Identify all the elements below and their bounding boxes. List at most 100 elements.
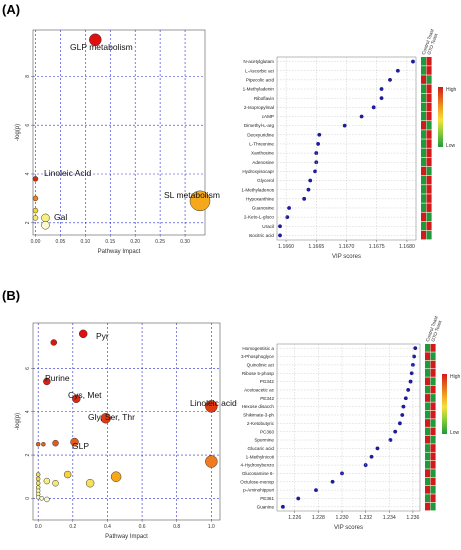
- heatmap-cell: [430, 469, 436, 477]
- heatmap-cell: [421, 121, 427, 130]
- x-tick-label: 0.4: [104, 524, 111, 530]
- annotation-label: Pyr: [96, 331, 109, 341]
- heatmap-cell: [426, 66, 432, 75]
- metabolite-label: Homogentisic a: [242, 346, 274, 351]
- vip-point: [400, 413, 405, 417]
- x-tick-label: 1.1680: [399, 244, 415, 250]
- vip-point: [403, 396, 408, 401]
- heatmap-cell: [426, 93, 432, 103]
- vip-point: [408, 379, 413, 384]
- heatmap-cell: [426, 130, 432, 139]
- heatmap-cell: [426, 203, 432, 212]
- heatmap-cell: [430, 427, 436, 436]
- heatmap-cell: [426, 57, 432, 66]
- metabolite-label: L-Threonine: [249, 142, 274, 147]
- x-tick-label: 1.226: [288, 515, 301, 521]
- vip-point: [393, 429, 398, 434]
- annotation-label: SL metabolism: [164, 190, 220, 200]
- heatmap-cell: [426, 148, 432, 158]
- data-point: [100, 413, 111, 424]
- metabolite-label: N-acetylglutam: [243, 59, 274, 64]
- annotation-label: Linoleic acid: [190, 398, 237, 408]
- heatmap-cell: [421, 148, 427, 158]
- heatmap-cell: [425, 460, 431, 469]
- metabolite-label: L-Ascorbic aci: [245, 68, 274, 73]
- data-point: [70, 437, 79, 447]
- metabolite-label: Isocitric acid: [249, 233, 275, 238]
- color-legend-bar: [438, 87, 443, 147]
- vip-point: [316, 142, 320, 146]
- y-axis-title: -log(p): [15, 124, 21, 141]
- vip-point: [330, 479, 335, 484]
- vip-point: [379, 87, 384, 91]
- heatmap-cell: [430, 369, 436, 377]
- metabolite-label: Spermine: [254, 438, 274, 443]
- heatmap-cell: [421, 157, 427, 167]
- metabolite-label: 1-Methylnicoti: [246, 454, 274, 459]
- x-tick-label: 1.228: [312, 515, 325, 521]
- data-point: [35, 480, 41, 486]
- metabolite-label: Glucosamine 6-: [242, 471, 275, 476]
- vip-point: [342, 123, 347, 128]
- heatmap-cell: [426, 102, 432, 112]
- data-point: [32, 176, 39, 182]
- heatmap-cell: [425, 377, 431, 386]
- x-axis-title: VIP scores: [332, 254, 361, 260]
- metabolite-label: Uracil: [262, 224, 274, 229]
- vip-point: [314, 488, 318, 493]
- heatmap-cell: [421, 175, 427, 185]
- data-point: [205, 455, 218, 468]
- data-point: [35, 476, 41, 482]
- metabolite-label: Ribose 5-phosp: [242, 371, 275, 376]
- vip-point: [359, 114, 364, 119]
- y-tick-label: 4: [25, 172, 31, 175]
- data-point: [35, 472, 41, 477]
- vip-plot-b: Homogentisic a 3-Phosphoglyce Quinolinic a…: [240, 315, 460, 531]
- vip-point: [302, 196, 307, 201]
- color-legend-bar: [442, 374, 447, 434]
- vip-point: [371, 105, 376, 110]
- pathway-plot-a: 0.00 0.05 0.10 0.15 0.20 0.25 0.30 2 4 6 8 GLP meta…: [15, 29, 220, 255]
- x-tick-label: 0.8: [173, 524, 180, 530]
- metabolite-label: Hydroxyisocapr: [242, 169, 274, 174]
- y-tick-label: 8: [25, 75, 31, 78]
- x-axis-title: Pathway Impact: [98, 249, 141, 255]
- heatmap-cell: [430, 360, 436, 369]
- heatmap-cell: [421, 93, 427, 103]
- heatmap-cell: [425, 485, 431, 494]
- vip-point: [413, 346, 418, 351]
- metabolite-label: Riboflavin: [254, 96, 275, 101]
- heatmap-cell: [425, 444, 431, 452]
- vip-point: [306, 187, 311, 192]
- metabolite-label: Glucaric acid: [247, 446, 274, 451]
- metabolite-label: 2-Ketobutyric: [247, 421, 275, 426]
- x-tick-label: 0.00: [31, 239, 41, 245]
- heatmap-cell: [430, 435, 436, 444]
- heatmap-cell: [421, 130, 427, 139]
- heatmap-cell: [425, 410, 431, 419]
- data-point: [43, 377, 51, 386]
- heatmap-cell: [426, 121, 432, 130]
- y-tick-label: 4: [25, 410, 31, 413]
- metabolite-label: Dimethyl-L-arg: [244, 123, 275, 128]
- heatmap-cell: [425, 344, 431, 352]
- x-tick-label: 1.234: [383, 515, 396, 521]
- vip-point: [406, 388, 411, 392]
- metabolite-label: Guanine: [257, 504, 275, 509]
- heatmap-cell: [430, 352, 436, 361]
- metabolite-label: 4-Hydroxybenzo: [241, 463, 275, 468]
- heatmap-cell: [425, 502, 431, 511]
- heatmap-cell: [425, 469, 431, 477]
- x-tick-label: 0.10: [80, 239, 90, 245]
- heatmap-cell: [430, 410, 436, 419]
- metabolite-label: p-Aminohippuri: [243, 488, 274, 493]
- heatmap-cell: [425, 369, 431, 377]
- y-tick-label: 2: [25, 453, 31, 456]
- data-point: [32, 195, 39, 202]
- data-point: [35, 441, 41, 447]
- x-tick-label: 0.25: [155, 239, 165, 245]
- metabolite-label: 1-Methyladenos: [241, 187, 274, 192]
- x-axis-title: Pathway Impact: [105, 534, 148, 540]
- data-point: [32, 215, 39, 221]
- heatmap-cell: [430, 477, 436, 486]
